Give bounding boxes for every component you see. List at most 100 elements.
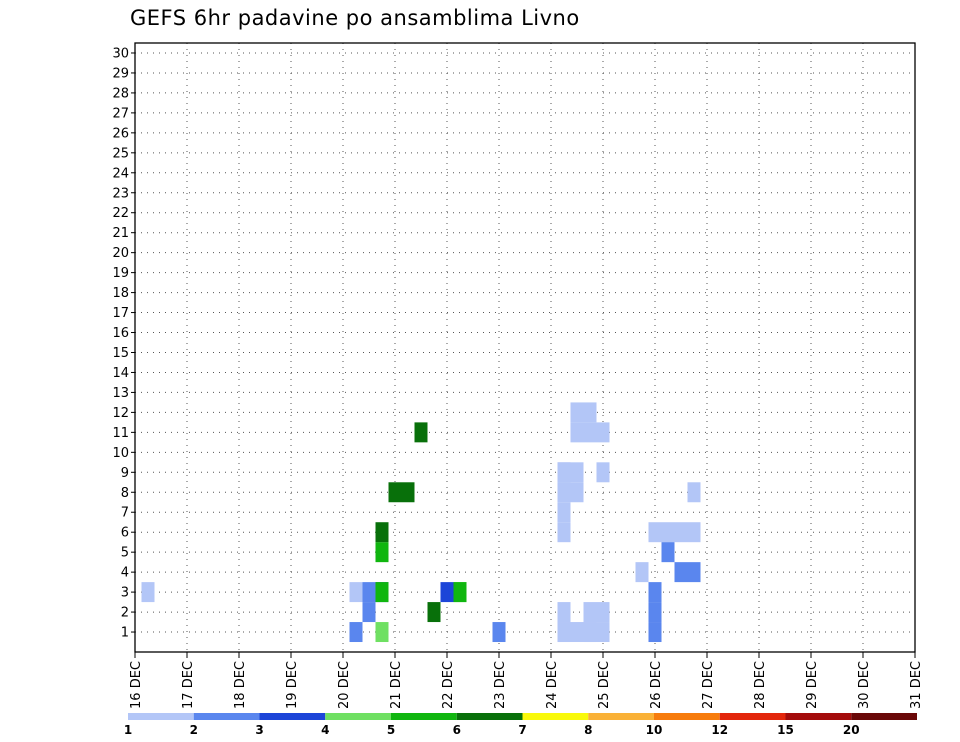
precip-cell (557, 462, 571, 483)
legend-swatch (325, 713, 391, 720)
y-tick-label: 23 (112, 186, 129, 201)
precip-cell (414, 422, 428, 443)
y-tick-label: 2 (121, 606, 129, 621)
legend-label: 3 (255, 723, 263, 737)
precip-cell (661, 522, 675, 543)
precip-cell (570, 402, 584, 423)
y-tick-label: 27 (112, 106, 129, 121)
y-tick-label: 1 (121, 626, 129, 641)
precip-cell (583, 402, 597, 423)
y-tick-label: 12 (112, 406, 129, 421)
x-tick-label: 20 DEC (337, 661, 352, 709)
precip-cell (583, 622, 597, 643)
y-tick-label: 21 (112, 226, 129, 241)
legend-swatch (193, 713, 260, 720)
y-tick-label: 7 (121, 506, 129, 521)
precip-cell (375, 542, 389, 563)
precip-cell (596, 622, 610, 643)
legend-swatch (719, 713, 786, 720)
legend-label: 15 (777, 723, 794, 737)
x-tick-label: 17 DEC (181, 661, 196, 709)
legend-label: 7 (518, 723, 526, 737)
precip-cell (570, 422, 584, 443)
y-tick-label: 30 (112, 46, 129, 61)
precip-cell (440, 582, 454, 603)
legend-label: 5 (387, 723, 395, 737)
x-tick-label: 26 DEC (649, 661, 664, 709)
legend-swatch (785, 713, 852, 720)
legend-label: 2 (190, 723, 198, 737)
x-tick-label: 18 DEC (233, 661, 248, 709)
precip-cell (375, 622, 389, 643)
y-tick-label: 10 (112, 446, 129, 461)
precip-cell (427, 602, 441, 623)
precip-cell (570, 462, 584, 483)
precip-cell (570, 482, 584, 503)
x-axis-ticks: 16 DEC 17 DEC 18 DEC 19 DEC 20 DEC 21 DEC 22 D… (129, 652, 924, 709)
y-tick-label: 28 (112, 86, 129, 101)
y-tick-label: 22 (112, 206, 129, 221)
x-tick-label: 25 DEC (597, 661, 612, 709)
precip-cell (349, 582, 363, 603)
y-tick-label: 24 (112, 166, 129, 181)
precip-cell (648, 622, 662, 643)
precip-cell (141, 582, 155, 603)
precip-cell (375, 582, 389, 603)
y-tick-label: 20 (112, 246, 129, 261)
precip-cell (557, 502, 571, 523)
x-tick-label: 29 DEC (805, 661, 820, 709)
precip-cell (349, 622, 363, 643)
y-tick-label: 14 (112, 366, 129, 381)
legend-label: 20 (843, 723, 860, 737)
y-tick-label: 13 (112, 386, 129, 401)
precip-cell (596, 462, 610, 483)
precip-cell (557, 522, 571, 543)
legend-swatch (128, 713, 194, 720)
x-tick-label: 16 DEC (129, 661, 144, 709)
y-tick-label: 16 (112, 326, 129, 341)
x-tick-label: 21 DEC (389, 661, 404, 709)
y-tick-label: 17 (112, 306, 129, 321)
legend-label: 1 (124, 723, 132, 737)
precip-cell (362, 582, 376, 603)
y-tick-label: 8 (121, 486, 129, 501)
y-axis-ticks: 1234567891011121314151617181920212223242… (112, 46, 135, 641)
precip-cell (557, 622, 571, 643)
y-tick-label: 9 (121, 466, 129, 481)
y-tick-label: 6 (121, 526, 129, 541)
x-tick-label: 24 DEC (545, 661, 560, 709)
x-tick-label: 19 DEC (285, 661, 300, 709)
legend-swatch (391, 713, 457, 720)
precip-cell (674, 562, 688, 583)
legend-swatch (456, 713, 523, 720)
precip-cell (583, 602, 597, 623)
legend-label: 6 (453, 723, 461, 737)
precip-cell (596, 422, 610, 443)
precip-cell (674, 522, 688, 543)
legend-label: 4 (321, 723, 329, 737)
y-tick-label: 19 (112, 266, 129, 281)
y-tick-label: 11 (112, 426, 129, 441)
precip-cell (648, 582, 662, 603)
grid-lines (135, 43, 915, 652)
legend-swatch (851, 713, 917, 720)
chart-title: GEFS 6hr padavine po ansamblima Livno (130, 6, 580, 30)
precip-cell (388, 482, 402, 503)
legend-label: 12 (711, 723, 728, 737)
y-tick-label: 3 (121, 586, 129, 601)
precip-cell (570, 622, 584, 643)
precip-cell (596, 602, 610, 623)
precip-cell (401, 482, 415, 503)
y-tick-label: 18 (112, 286, 129, 301)
y-tick-label: 15 (112, 346, 129, 361)
precip-cell (687, 562, 701, 583)
precip-cells (141, 402, 701, 643)
precip-cell (453, 582, 467, 603)
y-tick-label: 26 (112, 126, 129, 141)
x-tick-label: 30 DEC (857, 661, 872, 709)
precip-cell (362, 602, 376, 623)
y-tick-label: 4 (121, 566, 129, 581)
x-tick-label: 23 DEC (493, 661, 508, 709)
precip-cell (635, 562, 649, 583)
